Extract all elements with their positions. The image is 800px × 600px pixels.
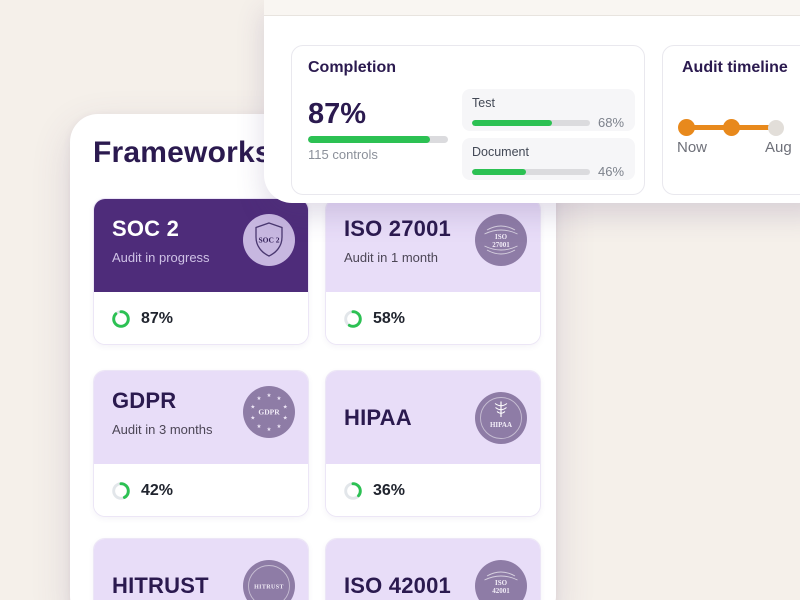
document-progress-stat: Document 46% bbox=[462, 138, 635, 180]
framework-card-header: SOC 2 Audit in progress SOC 2 bbox=[94, 199, 308, 292]
stat-label: Document bbox=[472, 145, 529, 159]
svg-text:★: ★ bbox=[267, 427, 272, 433]
framework-card-footer: 36% bbox=[326, 464, 540, 516]
timeline-milestone-dot-upcoming bbox=[768, 120, 784, 136]
framework-percent: 87% bbox=[141, 309, 174, 327]
svg-text:★: ★ bbox=[250, 405, 255, 411]
svg-text:★: ★ bbox=[257, 396, 262, 402]
completion-card: Completion 87% 115 controls Test 68% Doc… bbox=[291, 45, 645, 195]
framework-percent: 36% bbox=[373, 481, 406, 499]
stat-percent: 68% bbox=[598, 115, 625, 130]
progress-ring-icon bbox=[112, 309, 130, 328]
framework-name: SOC 2 bbox=[112, 216, 180, 241]
timeline-end-label: Aug bbox=[765, 139, 792, 156]
framework-card-hipaa[interactable]: HIPAA HIPAA 36% bbox=[325, 370, 541, 517]
framework-card-soc2[interactable]: SOC 2 Audit in progress SOC 2 87% bbox=[93, 198, 309, 345]
framework-name: ISO 42001 bbox=[344, 572, 451, 598]
svg-text:★: ★ bbox=[283, 415, 288, 421]
progress-ring-icon bbox=[344, 481, 362, 500]
stat-label: Test bbox=[472, 96, 495, 110]
svg-text:HIPAA: HIPAA bbox=[490, 421, 512, 429]
svg-text:★: ★ bbox=[250, 415, 255, 421]
framework-name: ISO 27001 bbox=[344, 216, 451, 241]
framework-name: GDPR bbox=[112, 388, 177, 413]
test-progress-bar bbox=[472, 119, 590, 126]
completion-percent: 87% bbox=[308, 98, 367, 130]
framework-card-hitrust[interactable]: HITRUST HITRUST bbox=[93, 538, 309, 600]
controls-count-label: 115 controls bbox=[308, 147, 378, 162]
svg-text:★: ★ bbox=[257, 424, 262, 430]
completion-progress-bar bbox=[308, 136, 448, 143]
framework-card-header: HIPAA HIPAA bbox=[326, 371, 540, 464]
svg-text:★: ★ bbox=[283, 405, 288, 411]
timeline-title: Audit timeline bbox=[682, 59, 788, 76]
hitrust-badge-icon: HITRUST bbox=[243, 559, 295, 600]
progress-ring-icon bbox=[344, 309, 362, 328]
framework-card-header: ISO 27001 Audit in 1 month ISO 27001 bbox=[326, 199, 540, 292]
document-progress-bar bbox=[472, 168, 590, 175]
iso42001-badge-icon: ISO 42001 bbox=[475, 559, 527, 600]
stat-percent: 46% bbox=[598, 164, 625, 179]
audit-overview-panel: Completion 87% 115 controls Test 68% Doc… bbox=[264, 0, 800, 203]
svg-text:ISO: ISO bbox=[495, 579, 508, 587]
svg-text:★: ★ bbox=[277, 396, 282, 402]
framework-percent: 58% bbox=[373, 309, 406, 327]
framework-percent: 42% bbox=[141, 481, 174, 499]
iso27001-badge-icon: ISO 27001 bbox=[475, 214, 527, 266]
timeline-start-label: Now bbox=[677, 139, 708, 156]
frameworks-heading: Frameworks bbox=[93, 136, 272, 169]
audit-timeline-card: Audit timeline Now Aug bbox=[662, 45, 800, 195]
framework-card-iso27001[interactable]: ISO 27001 Audit in 1 month ISO 27001 bbox=[325, 198, 541, 345]
framework-audit-status: Audit in 3 months bbox=[112, 422, 213, 437]
framework-audit-status: Audit in 1 month bbox=[344, 250, 438, 265]
completion-title: Completion bbox=[308, 59, 396, 76]
svg-text:27001: 27001 bbox=[492, 241, 510, 249]
framework-name: HIPAA bbox=[344, 404, 412, 430]
svg-text:HITRUST: HITRUST bbox=[254, 584, 284, 590]
timeline-milestone-dot-done bbox=[678, 119, 695, 136]
framework-card-footer: 87% bbox=[94, 292, 308, 344]
panel-top-strip bbox=[264, 0, 800, 16]
framework-card-header: GDPR Audit in 3 months ★ ★ ★ ★ ★ ★ ★ ★ ★ ★ GDP… bbox=[94, 371, 308, 464]
progress-ring-icon bbox=[112, 481, 130, 500]
soc2-badge-icon: SOC 2 bbox=[243, 214, 295, 266]
framework-card-iso42001[interactable]: ISO 42001 ISO 42001 bbox=[325, 538, 541, 600]
svg-text:ISO: ISO bbox=[495, 233, 508, 241]
timeline-milestone-dot-done bbox=[723, 119, 740, 136]
framework-card-gdpr[interactable]: GDPR Audit in 3 months ★ ★ ★ ★ ★ ★ ★ ★ ★ ★ GDP… bbox=[93, 370, 309, 517]
svg-text:★: ★ bbox=[277, 424, 282, 430]
framework-card-footer: 42% bbox=[94, 464, 308, 516]
framework-audit-status: Audit in progress bbox=[112, 250, 210, 265]
svg-text:SOC 2: SOC 2 bbox=[258, 236, 279, 245]
hipaa-badge-icon: HIPAA bbox=[475, 391, 527, 444]
svg-text:GDPR: GDPR bbox=[258, 408, 280, 417]
svg-text:42001: 42001 bbox=[492, 587, 510, 595]
test-progress-stat: Test 68% bbox=[462, 89, 635, 131]
framework-card-header: ISO 42001 ISO 42001 bbox=[326, 539, 540, 600]
framework-card-footer: 58% bbox=[326, 292, 540, 344]
svg-text:★: ★ bbox=[267, 393, 272, 399]
framework-name: HITRUST bbox=[112, 572, 209, 598]
framework-card-header: HITRUST HITRUST bbox=[94, 539, 308, 600]
gdpr-badge-icon: ★★★ ★★★ ★★★ ★ GDPR bbox=[243, 386, 295, 438]
